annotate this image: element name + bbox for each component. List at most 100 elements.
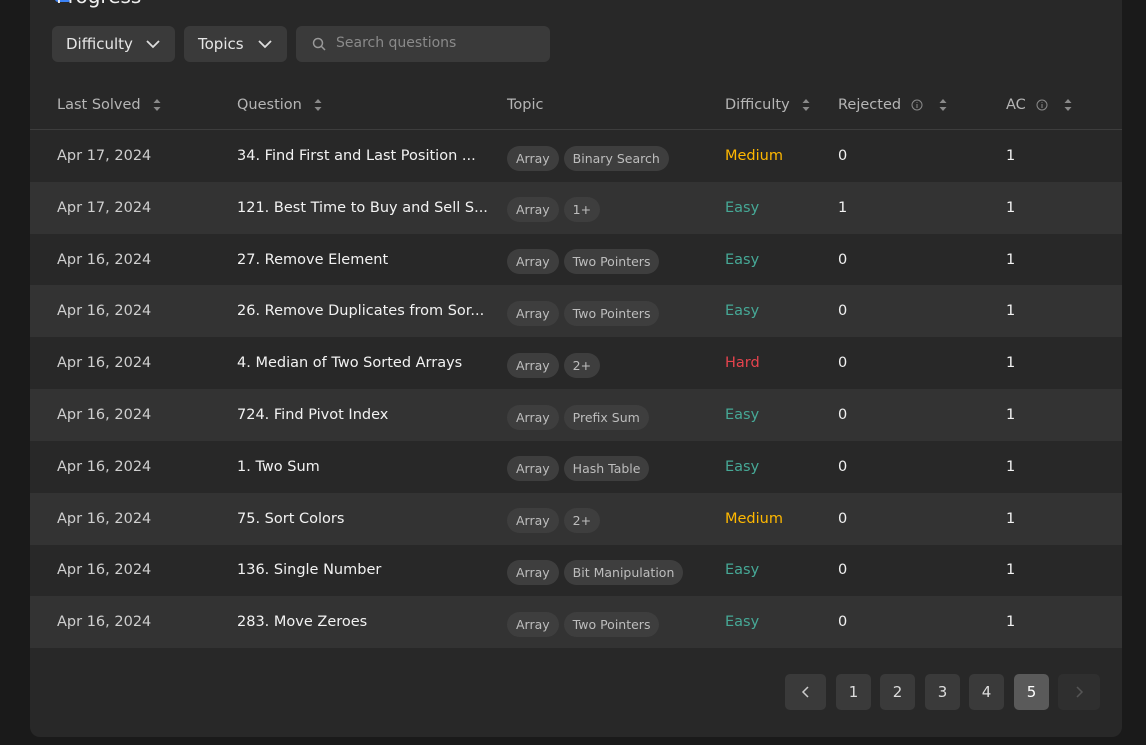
column-header[interactable]: Last Solved xyxy=(57,96,161,114)
next-page xyxy=(1058,674,1100,710)
prev-page[interactable] xyxy=(785,674,826,710)
table-row[interactable]: Apr 17, 2024 121. Best Time to Buy and Se… xyxy=(30,181,1122,234)
page-button[interactable]: 2 xyxy=(880,674,915,710)
question: 34. Find First and Last Position ... xyxy=(237,148,476,164)
ac: 1 xyxy=(1006,458,1016,475)
column-header[interactable]: AC xyxy=(1006,96,1072,114)
table-row[interactable]: Apr 16, 2024 75. Sort Colors Array 2+ Medium… xyxy=(30,492,1122,547)
rejected: 0 xyxy=(838,407,848,423)
header-divider xyxy=(30,129,1122,130)
topic-tag: Array xyxy=(507,352,559,378)
rejected: 0 xyxy=(838,303,848,320)
ac: 1 xyxy=(1006,148,1016,164)
page-button[interactable]: 5 xyxy=(1014,674,1049,710)
sort-icon xyxy=(1064,98,1072,112)
ac: 1 xyxy=(1006,407,1016,423)
topics-filter[interactable]: Topics xyxy=(184,26,287,62)
header-label: Difficulty xyxy=(725,97,790,113)
ac: 1 xyxy=(1006,562,1016,579)
topics: Array Hash Table xyxy=(507,443,654,495)
rejected: 0 xyxy=(838,510,848,527)
label: Topics xyxy=(198,35,244,53)
table-row[interactable]: Apr 16, 2024 27. Remove Element Array Two P… xyxy=(30,234,1122,286)
question: 26. Remove Duplicates from Sor... xyxy=(237,303,485,320)
title: Progress xyxy=(56,0,141,8)
topic-tag: Prefix Sum xyxy=(563,404,649,430)
difficulty-filter[interactable]: Difficulty xyxy=(52,26,175,62)
last-solved: Apr 16, 2024 xyxy=(57,562,152,579)
topic-tag: Hash Table xyxy=(563,456,650,482)
chevron xyxy=(146,40,160,49)
header-label: Topic xyxy=(507,97,544,113)
difficulty: Easy xyxy=(725,199,760,216)
topic-tag: Array xyxy=(507,508,559,534)
topic-tag: Binary Search xyxy=(563,145,669,171)
topic-tag: Array xyxy=(507,611,559,637)
column-header[interactable]: Difficulty xyxy=(725,96,810,114)
topic-tag: Bit Manipulation xyxy=(563,559,684,585)
question: 283. Move Zeroes xyxy=(237,614,368,631)
topic-tag: 2+ xyxy=(563,352,601,378)
chevron xyxy=(258,40,272,49)
question: 1. Two Sum xyxy=(237,458,320,475)
table-row[interactable]: Apr 16, 2024 4. Median of Two Sorted Arra… xyxy=(30,337,1122,389)
table-row[interactable]: Apr 16, 2024 1. Two Sum Array Hash Table Eas… xyxy=(30,441,1122,493)
difficulty: Hard xyxy=(725,355,760,372)
rejected: 0 xyxy=(838,458,848,475)
rejected: 0 xyxy=(838,148,848,164)
table-row[interactable]: Apr 16, 2024 724. Find Pivot Index Array Pr… xyxy=(30,389,1122,441)
topic-tag: Two Pointers xyxy=(563,249,660,275)
topics: Array Two Pointers xyxy=(507,236,664,288)
header-label: AC xyxy=(1006,97,1026,113)
table-row[interactable]: Apr 16, 2024 26. Remove Duplicates from S… xyxy=(30,285,1122,338)
difficulty: Easy xyxy=(725,303,760,320)
header-label: Last Solved xyxy=(57,97,141,113)
search-box[interactable]: Search questions xyxy=(296,26,550,62)
topic-tag: Array xyxy=(507,300,559,326)
topics: Array Prefix Sum xyxy=(507,391,654,443)
topic-tag: Array xyxy=(507,559,559,585)
last-solved: Apr 16, 2024 xyxy=(57,510,152,527)
last-solved: Apr 16, 2024 xyxy=(57,407,152,423)
topics: Array 2+ xyxy=(507,495,605,547)
last-solved: Apr 16, 2024 xyxy=(57,458,152,475)
ac: 1 xyxy=(1006,199,1016,216)
ac: 1 xyxy=(1006,251,1016,268)
question: 75. Sort Colors xyxy=(237,510,345,527)
topic-tag: Array xyxy=(507,404,559,430)
question: 724. Find Pivot Index xyxy=(237,407,389,423)
table-row[interactable]: Apr 16, 2024 283. Move Zeroes Array Two Poi… xyxy=(30,596,1122,650)
rejected: 0 xyxy=(838,355,848,372)
topic-tag: Two Pointers xyxy=(563,611,660,637)
last-solved: Apr 17, 2024 xyxy=(57,199,152,216)
rejected: 0 xyxy=(838,614,848,631)
question: 121. Best Time to Buy and Sell S... xyxy=(237,199,488,216)
topic-tag: Two Pointers xyxy=(563,300,660,326)
column-header[interactable]: Question xyxy=(237,96,322,114)
sort-icon xyxy=(939,98,947,112)
last-solved: Apr 17, 2024 xyxy=(57,148,152,164)
topic-tag: 1+ xyxy=(563,197,601,223)
page-button[interactable]: 4 xyxy=(969,674,1004,710)
label: Difficulty xyxy=(66,35,133,53)
last-solved: Apr 16, 2024 xyxy=(57,355,152,372)
topics: Array 2+ xyxy=(507,339,605,391)
topic-tag: 2+ xyxy=(563,508,601,534)
table-row[interactable]: Apr 17, 2024 34. Find First and Last Posi… xyxy=(30,130,1122,182)
column-header[interactable]: Rejected xyxy=(838,96,947,114)
last-solved: Apr 16, 2024 xyxy=(57,614,152,631)
difficulty: Easy xyxy=(725,562,760,579)
page-button[interactable]: 1 xyxy=(836,674,871,710)
table-row[interactable]: Apr 16, 2024 136. Single Number Array Bit M… xyxy=(30,544,1122,596)
difficulty: Easy xyxy=(725,251,760,268)
ac: 1 xyxy=(1006,303,1016,320)
topic-tag: Array xyxy=(507,249,559,275)
topics: Array Two Pointers xyxy=(507,598,664,650)
last-solved: Apr 16, 2024 xyxy=(57,251,152,268)
header-label: Question xyxy=(237,97,302,113)
search-icon xyxy=(312,37,326,51)
topic-tag: Array xyxy=(507,197,559,223)
topics: Array Bit Manipulation xyxy=(507,546,688,598)
page-button[interactable]: 3 xyxy=(925,674,960,710)
ac: 1 xyxy=(1006,614,1016,631)
